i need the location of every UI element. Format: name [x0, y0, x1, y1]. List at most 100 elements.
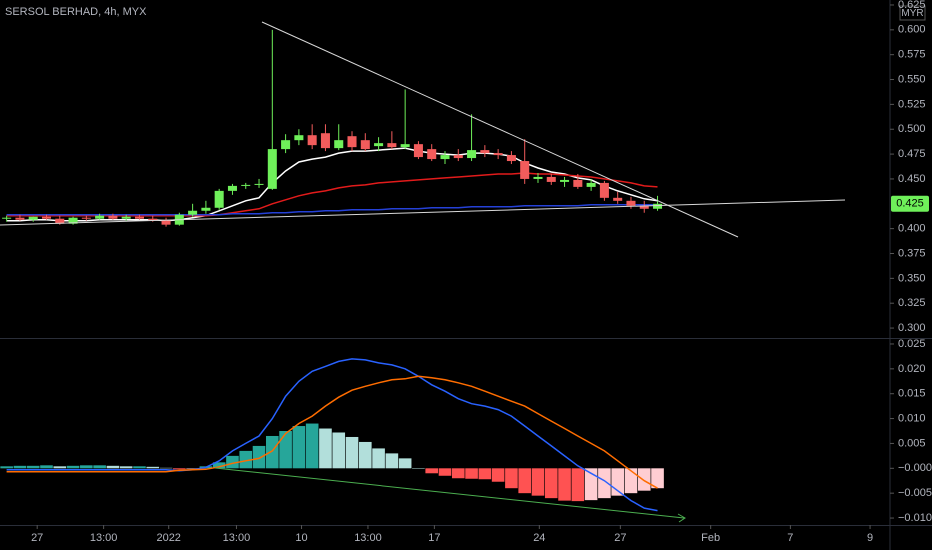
histogram-bar — [106, 465, 120, 469]
x-tick-label: 17 — [428, 532, 440, 544]
candle-body — [413, 144, 423, 158]
x-tick-label: 7 — [787, 532, 793, 544]
candle-body — [68, 217, 78, 224]
y-tick-label: 0.325 — [898, 297, 926, 309]
x-tick-label: 13:00 — [90, 532, 118, 544]
histogram-bar — [598, 468, 611, 499]
candle-body — [626, 200, 636, 206]
candle-body — [281, 140, 291, 150]
histogram-bar — [305, 423, 319, 469]
y-tick-label: 0.500 — [898, 123, 926, 135]
histogram-bar — [146, 466, 160, 469]
histogram-bar — [159, 467, 173, 469]
histogram-bar — [173, 468, 186, 470]
moving-average — [6, 172, 658, 217]
candle-body — [320, 133, 330, 149]
histogram-bar — [624, 468, 638, 494]
candle-body — [227, 185, 237, 191]
candle-body — [81, 217, 91, 219]
candle-body — [573, 179, 583, 187]
candle-body — [2, 217, 12, 219]
divergence-line — [214, 467, 685, 519]
last-price-label: 0.425 — [896, 198, 924, 210]
histogram-bar — [252, 445, 266, 469]
candle-body — [400, 144, 410, 148]
histogram-bar — [651, 468, 664, 489]
histogram-bar — [544, 468, 558, 499]
candle-body — [347, 136, 357, 148]
candle-body — [134, 216, 144, 219]
histogram-bar — [186, 468, 199, 469]
candle-body — [15, 217, 25, 220]
candle-body — [506, 155, 516, 162]
histogram-bar — [478, 468, 492, 480]
trend-line — [261, 21, 739, 238]
y-tick-label: −0.005 — [898, 487, 932, 499]
candle-body — [108, 215, 118, 219]
histogram-bar — [292, 426, 306, 469]
candle-body — [214, 190, 224, 208]
histogram-bar — [80, 465, 93, 469]
histogram-bar — [319, 428, 332, 469]
currency: MYR — [901, 8, 923, 19]
histogram-bar — [637, 468, 651, 491]
candle-body — [121, 216, 131, 219]
histogram-bar — [266, 435, 279, 469]
candle-body — [520, 161, 530, 179]
candle-body — [28, 216, 38, 220]
candle-body — [41, 216, 52, 219]
y-tick-label: 0.025 — [898, 338, 926, 350]
y-tick-label: 0.550 — [898, 73, 926, 85]
candle-body — [148, 218, 158, 221]
candle-body — [95, 215, 105, 219]
drawings — [0, 21, 846, 523]
x-tick-label: 9 — [867, 532, 873, 544]
histogram-bar — [40, 465, 53, 469]
histogram-bar — [465, 468, 478, 479]
x-tick-label: 27 — [614, 532, 626, 544]
y-tick-label: 0.450 — [898, 173, 926, 185]
candle-body — [267, 149, 277, 189]
candle-body — [586, 182, 596, 187]
histogram-bar — [518, 468, 532, 494]
histogram-bar — [226, 455, 239, 469]
macd-line — [6, 358, 658, 512]
y-tick-label: 0.525 — [898, 98, 926, 110]
arrow-head — [677, 513, 686, 523]
histogram-bar — [119, 466, 133, 469]
x-tick-label: 2022 — [156, 532, 180, 544]
candle-body — [599, 182, 609, 198]
candle-body — [493, 153, 503, 156]
candle-body — [254, 183, 264, 185]
histogram-bar — [425, 468, 439, 474]
candle-body — [427, 149, 437, 160]
candle-body — [55, 218, 65, 224]
y-tick-label: 0.350 — [898, 272, 926, 284]
histogram-bar — [332, 432, 346, 469]
currency-box — [899, 5, 926, 21]
histogram-bar — [345, 436, 359, 469]
candle-body — [161, 220, 171, 225]
x-tick-label: 13:00 — [223, 532, 251, 544]
x-tick-label: 27 — [31, 532, 43, 544]
histogram-bar — [26, 465, 40, 469]
histogram-bar — [451, 468, 465, 479]
histogram-bar — [372, 448, 385, 469]
candle-body — [334, 140, 344, 149]
histogram-bar — [66, 465, 80, 469]
moving-average — [6, 204, 658, 216]
histogram-bar — [53, 466, 67, 469]
candle-body — [374, 143, 384, 147]
histogram-bar — [0, 466, 13, 469]
histogram-bar — [505, 468, 518, 489]
histogram-bar — [133, 466, 146, 469]
y-tick-label: 0.575 — [898, 49, 926, 61]
histogram-bar — [279, 431, 292, 469]
x-tick-label: 24 — [533, 532, 545, 544]
x-tick-label: Feb — [701, 532, 720, 544]
histogram-bar — [571, 468, 585, 502]
histogram-bar — [412, 468, 425, 469]
y-tick-label: 0.020 — [898, 363, 926, 375]
chart-title: SERSOL BERHAD, 4h, MYX — [5, 6, 147, 18]
